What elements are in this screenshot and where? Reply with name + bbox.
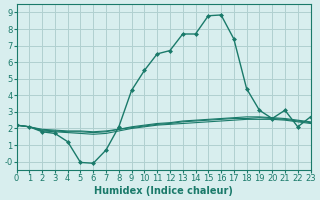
X-axis label: Humidex (Indice chaleur): Humidex (Indice chaleur) [94,186,233,196]
